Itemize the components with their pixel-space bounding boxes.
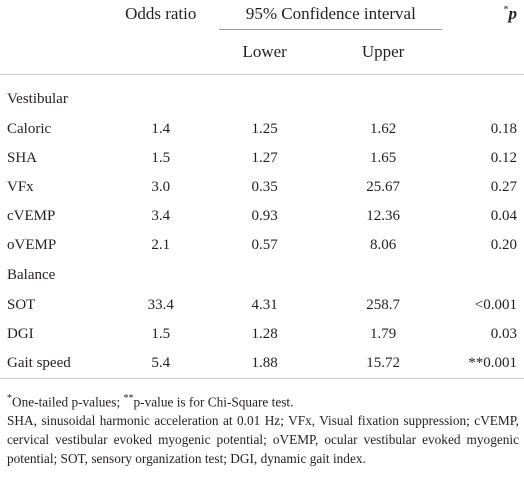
row-p: 0.04: [490, 207, 517, 224]
row-odds: 5.4: [151, 354, 171, 371]
header-p-letter: p: [508, 4, 518, 23]
header-odds-ratio: Odds ratio: [125, 4, 197, 23]
row-odds: 1.5: [151, 149, 171, 166]
row-p: <0.001: [474, 296, 517, 313]
row-name: VFx: [7, 178, 34, 195]
header-row-1: Odds ratio 95% Confidence interval *p: [0, 0, 524, 30]
header-upper: Upper: [361, 41, 405, 61]
table-bottom-rule: [0, 378, 524, 379]
group-label: Balance: [7, 266, 56, 283]
table-row: DGI 1.5 1.28 1.79 0.03: [0, 320, 524, 349]
row-p: 0.03: [490, 325, 517, 342]
row-lower: 0.35: [251, 178, 278, 195]
header-blank-4: [442, 30, 524, 74]
row-upper: 1.65: [369, 149, 397, 166]
table-row: oVEMP 2.1 0.57 8.06 0.20: [0, 231, 524, 260]
table-body: Vestibular Caloric 1.4 1.25 1.62 0.18 SH…: [0, 73, 524, 378]
row-name: Gait speed: [7, 354, 71, 371]
row-p: 0.20: [490, 236, 517, 253]
row-upper: 8.06: [369, 236, 397, 253]
row-name: SOT: [7, 296, 36, 313]
row-odds: 33.4: [147, 296, 174, 313]
row-name: cVEMP: [7, 207, 56, 224]
footnote-line: *One-tailed p-values; **p-value is for C…: [7, 390, 519, 412]
header-blank: [0, 0, 116, 30]
header-ci: 95% Confidence interval: [205, 0, 443, 30]
row-upper: 15.72: [366, 354, 400, 371]
group-row-balance: Balance: [0, 260, 524, 291]
row-lower: 4.31: [251, 296, 278, 313]
footnote-text-1: One-tailed p-values;: [12, 394, 124, 410]
group-label: Vestibular: [7, 90, 68, 107]
row-lower: 1.25: [251, 120, 278, 137]
table-row: Gait speed 5.4 1.88 15.72 **0.001: [0, 349, 524, 378]
row-upper: 1.79: [369, 325, 397, 342]
row-name: Caloric: [7, 120, 52, 137]
header-p-star: *: [503, 4, 509, 16]
footnote-mark-2: **: [123, 393, 134, 404]
spacer: [0, 76, 524, 84]
footnote-mark-1: *: [7, 393, 12, 404]
header-p: *p: [442, 0, 524, 30]
row-lower: 1.28: [251, 325, 278, 342]
row-name: DGI: [7, 325, 34, 342]
row-p: 0.18: [490, 120, 517, 137]
row-name: SHA: [7, 149, 38, 166]
row-odds: 1.4: [151, 120, 171, 137]
row-upper: 25.67: [366, 178, 400, 195]
row-lower: 0.93: [251, 207, 278, 224]
row-lower: 0.57: [251, 236, 278, 253]
table-footnotes: *One-tailed p-values; **p-value is for C…: [7, 390, 519, 469]
row-p: **0.001: [468, 354, 517, 371]
header-blank-3: [116, 30, 205, 74]
row-name: oVEMP: [7, 236, 57, 253]
header-lower: Lower: [242, 41, 287, 61]
header-blank-2: [0, 30, 116, 74]
footnote-text-2: p-value is for Chi-Square test.: [133, 394, 294, 410]
row-p: 0.12: [490, 149, 517, 166]
row-lower: 1.88: [251, 354, 278, 371]
row-upper: 12.36: [366, 207, 400, 224]
header-ci-label: 95% Confidence interval: [219, 4, 443, 30]
row-odds: 2.1: [151, 236, 171, 253]
footnote-abbreviations: SHA, sinusoidal harmonic acceleration at…: [7, 413, 519, 466]
table-row: cVEMP 3.4 0.93 12.36 0.04: [0, 202, 524, 231]
row-odds: 3.0: [151, 178, 171, 195]
table-row: VFx 3.0 0.35 25.67 0.27: [0, 173, 524, 202]
table-row: SOT 33.4 4.31 258.7 <0.001: [0, 291, 524, 320]
row-odds: 1.5: [151, 325, 171, 342]
row-odds: 3.4: [151, 207, 171, 224]
table-row: SHA 1.5 1.27 1.65 0.12: [0, 144, 524, 173]
header-row-2: Lower Upper: [0, 30, 524, 74]
header-separator: [0, 73, 524, 76]
row-upper: 258.7: [366, 296, 400, 313]
group-row-vestibular: Vestibular: [0, 84, 524, 115]
results-table: Odds ratio 95% Confidence interval *p Lo…: [0, 0, 524, 378]
row-p: 0.27: [490, 178, 517, 195]
row-upper: 1.62: [369, 120, 397, 137]
row-lower: 1.27: [251, 149, 278, 166]
table-row: Caloric 1.4 1.25 1.62 0.18: [0, 115, 524, 144]
